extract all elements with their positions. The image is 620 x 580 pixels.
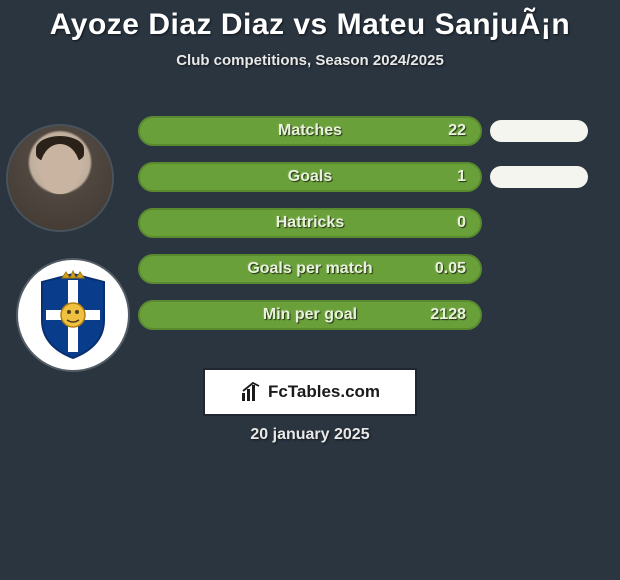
stat-label: Hattricks: [140, 214, 480, 232]
stat-pill: Matches22: [138, 116, 482, 146]
stat-value: 0.05: [435, 260, 466, 278]
stat-pill: Goals per match0.05: [138, 254, 482, 284]
content: Ayoze Diaz Diaz vs Mateu SanjuÃ¡n Club c…: [0, 0, 620, 580]
page-title: Ayoze Diaz Diaz vs Mateu SanjuÃ¡n: [0, 0, 620, 42]
stat-blip: [490, 120, 588, 142]
subtitle: Club competitions, Season 2024/2025: [0, 52, 620, 69]
stat-row: Goals1: [0, 154, 620, 200]
brand-box: FcTables.com: [205, 370, 415, 414]
stat-value: 1: [457, 168, 466, 186]
stat-pill: Hattricks0: [138, 208, 482, 238]
stat-row: Min per goal2128: [0, 292, 620, 338]
date-text: 20 january 2025: [0, 426, 620, 444]
stat-label: Goals per match: [140, 260, 480, 278]
stat-pill: Min per goal2128: [138, 300, 482, 330]
brand-logo-icon: [240, 381, 262, 403]
stat-row: Matches22: [0, 108, 620, 154]
stat-blip: [490, 166, 588, 188]
stat-label: Min per goal: [140, 306, 480, 324]
stat-row: Hattricks0: [0, 200, 620, 246]
stat-value: 22: [448, 122, 466, 140]
stat-value: 0: [457, 214, 466, 232]
stat-row: Goals per match0.05: [0, 246, 620, 292]
stat-label: Goals: [140, 168, 480, 186]
stat-value: 2128: [430, 306, 466, 324]
stat-label: Matches: [140, 122, 480, 140]
brand-text: FcTables.com: [268, 382, 380, 402]
stats-area: Matches22 Goals1 Hattricks0 Goals per match…: [0, 108, 620, 338]
stat-pill: Goals1: [138, 162, 482, 192]
